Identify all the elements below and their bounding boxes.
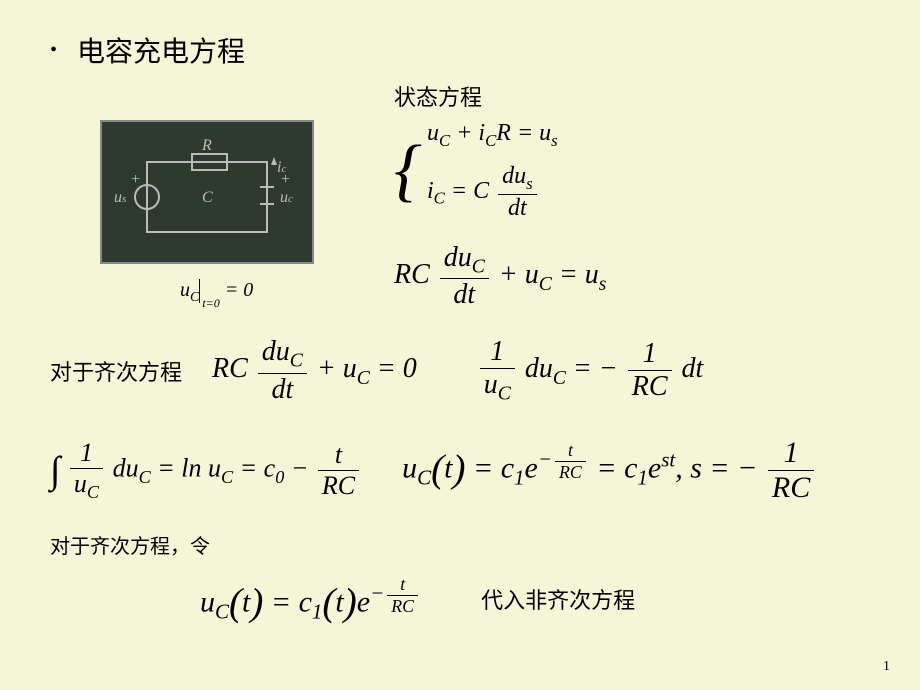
substitute-label: 代入非齐次方程: [481, 583, 635, 615]
state-equation-column: 状态方程 { uC + iCR = us iC = C dusdt RC duC…: [394, 80, 606, 311]
solution-eq: uC(t) = c1e−tRC = c1est, s = − 1RC: [402, 436, 817, 505]
row-2: 对于齐次方程 RC duCdt + uC = 0 1uC duC = − 1RC…: [50, 336, 870, 406]
homogeneous-label: 对于齐次方程: [50, 355, 182, 387]
state-eq-label: 状态方程: [394, 80, 606, 112]
title-text: 电容充电方程: [77, 30, 245, 70]
svg-text:R: R: [201, 137, 212, 154]
system-equations: { uC + iCR = us iC = C dusdt: [394, 120, 606, 222]
let-eq: uC(t) = c1(t)e−tRC: [200, 574, 421, 625]
separated-eq: 1uC duC = − 1RC dt: [477, 336, 704, 406]
page-number: 1: [883, 659, 890, 675]
system-eq-1: uC + iCR = us: [427, 120, 558, 151]
svg-text:+: +: [130, 171, 141, 188]
row-5: uC(t) = c1(t)e−tRC 代入非齐次方程: [200, 574, 870, 625]
ic-val: = 0: [220, 279, 254, 301]
row-3: ∫ 1uC duC = ln uC = c0 − tRC uC(t) = c1e…: [50, 436, 870, 505]
page-title: • 电容充电方程: [50, 30, 870, 70]
let-label: 对于齐次方程，令: [50, 530, 870, 559]
chalkboard: R C us uc ic + +: [100, 120, 314, 264]
homogeneous-eq: RC duCdt + uC = 0: [212, 336, 417, 406]
circuit-diagram: R C us uc ic + + uCt=0 = 0: [100, 120, 314, 306]
ic-u: u: [180, 279, 190, 301]
ic-sub-c: C: [190, 290, 199, 305]
svg-text:+: +: [280, 171, 291, 188]
brace-icon: {: [394, 131, 422, 211]
row-1: R C us uc ic + + uCt=0 = 0 状态方程 {: [50, 80, 870, 311]
svg-text:us: us: [114, 189, 126, 206]
initial-condition: uCt=0 = 0: [180, 279, 314, 306]
bullet: •: [50, 39, 57, 62]
svg-text:C: C: [202, 189, 213, 206]
integral-eq: ∫ 1uC duC = ln uC = c0 − tRC: [50, 438, 362, 503]
integral-icon: ∫: [50, 449, 60, 491]
circuit-svg: R C us uc ic + +: [102, 122, 312, 262]
rc-equation: RC duCdt + uC = us: [394, 242, 606, 312]
ic-eval-sub: t=0: [202, 296, 219, 310]
system-eq-2: iC = C dusdt: [427, 163, 558, 222]
svg-text:uc: uc: [280, 189, 293, 206]
